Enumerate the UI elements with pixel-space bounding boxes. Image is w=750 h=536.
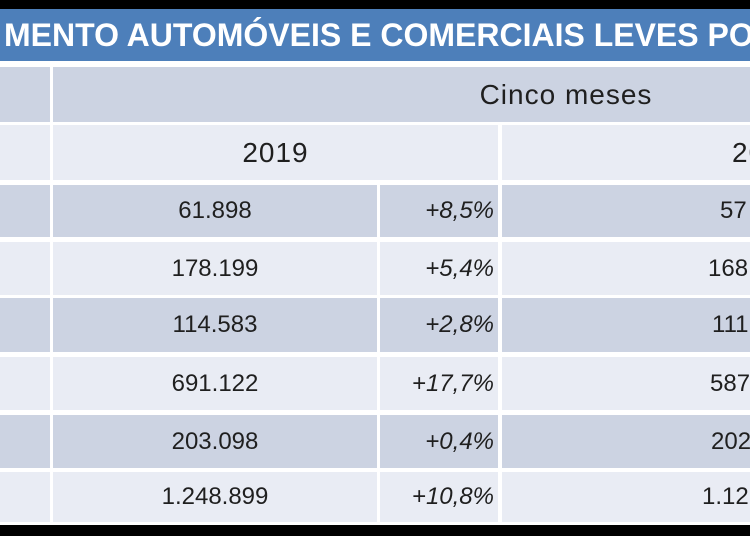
change-pct-cell: +0,4%: [380, 415, 498, 468]
row-label-cell: [0, 242, 50, 295]
value-2019: 178.199: [171, 254, 259, 282]
value-2019: 61.898: [178, 197, 252, 224]
change-pct-cell: +17,7%: [380, 357, 498, 410]
value-right-cell: 111: [502, 298, 750, 352]
value-2019: 203.098: [171, 427, 259, 455]
change-pct-cell: +5,4%: [380, 242, 498, 295]
value-right-fragment: 168: [708, 254, 749, 282]
change-pct: +2,8%: [425, 311, 494, 338]
change-pct: +8,5%: [425, 197, 494, 224]
value-right-fragment: 202: [711, 427, 750, 455]
letterbox-top-bar: [0, 0, 750, 9]
value-2019-cell: 691.122: [53, 357, 377, 410]
table-row: 691.122 +17,7% 587: [0, 357, 750, 410]
year-left-label: 2019: [242, 136, 309, 168]
table-row: 178.199 +5,4% 168: [0, 242, 750, 295]
value-2019: 691.122: [171, 369, 259, 397]
row-label-cell: [0, 125, 50, 180]
row-label-cell: [0, 298, 50, 352]
value-2019: 114.583: [172, 311, 258, 338]
year-right-header-cell: 20: [502, 125, 750, 180]
value-2019-cell: 178.199: [53, 242, 377, 295]
table-row-period-header: Cinco meses: [0, 67, 750, 122]
value-right-cell: 202: [502, 415, 750, 468]
table-row: 114.583 +2,8% 111: [0, 298, 750, 352]
change-pct: +10,8%: [411, 483, 494, 510]
year-right-label-fragment: 20: [732, 136, 750, 168]
letterbox-bottom-bar: [0, 525, 750, 536]
change-pct: +5,4%: [425, 254, 494, 282]
corner-cell: [0, 67, 50, 122]
value-right-cell: 1.12: [502, 472, 750, 522]
value-2019-cell: 61.898: [53, 185, 377, 237]
change-pct-cell: +10,8%: [380, 472, 498, 522]
value-right-fragment: 111: [712, 311, 749, 338]
period-header-cell: Cinco meses: [53, 67, 750, 122]
value-2019-cell: 114.583: [53, 298, 377, 352]
row-label-cell: [0, 415, 50, 468]
value-2019-cell: 1.248.899: [53, 472, 377, 522]
table-row-year-header: 2019 20: [0, 125, 750, 180]
table-row: 1.248.899 +10,8% 1.12: [0, 472, 750, 522]
row-label-cell: [0, 472, 50, 522]
value-right-fragment: 587: [710, 369, 750, 397]
row-label-cell: [0, 357, 50, 410]
table-row: 203.098 +0,4% 202: [0, 415, 750, 468]
change-pct: +0,4%: [425, 427, 494, 455]
table-row: 61.898 +8,5% 57: [0, 185, 750, 237]
value-right-fragment: 57: [720, 197, 747, 224]
change-pct-cell: +2,8%: [380, 298, 498, 352]
change-pct-cell: +8,5%: [380, 185, 498, 237]
slide-title-bar: MENTO AUTOMÓVEIS E COMERCIAIS LEVES PO: [0, 9, 750, 61]
value-2019-cell: 203.098: [53, 415, 377, 468]
period-header-label: Cinco meses: [479, 78, 653, 110]
value-right-cell: 168: [502, 242, 750, 295]
value-right-fragment: 1.12: [702, 483, 749, 510]
value-right-cell: 587: [502, 357, 750, 410]
slide-title: MENTO AUTOMÓVEIS E COMERCIAIS LEVES PO: [4, 16, 750, 53]
change-pct: +17,7%: [411, 369, 494, 397]
value-right-cell: 57: [502, 185, 750, 237]
value-2019: 1.248.899: [161, 483, 269, 510]
year-left-header-cell: 2019: [53, 125, 498, 180]
row-label-cell: [0, 185, 50, 237]
